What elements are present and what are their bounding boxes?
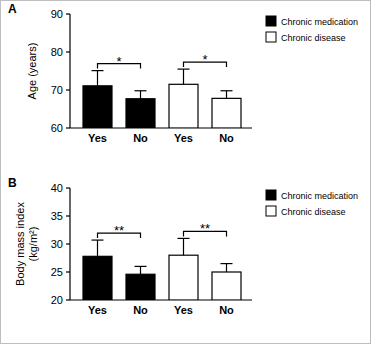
error-stem [226, 91, 227, 99]
legend-swatch [266, 16, 276, 26]
legend-swatch [266, 32, 276, 42]
bar [212, 272, 241, 300]
y-tick [66, 271, 70, 272]
error-bar [221, 264, 233, 272]
y-tick-label: 35 [51, 210, 63, 222]
y-axis-label-line: Body mass index [14, 202, 26, 286]
frame [1, 1, 371, 344]
legend-label: Chronic disease [281, 33, 346, 43]
error-cap [178, 68, 190, 69]
error-stem [183, 69, 184, 84]
legend-label: Chronic disease [281, 207, 346, 217]
y-axis-label: Body mass index(kg/m²) [14, 202, 39, 286]
y-tick-label: 70 [51, 84, 63, 96]
panel-title: A [8, 2, 17, 16]
error-bar [135, 91, 147, 99]
y-axis-label-line: (kg/m²) [27, 227, 39, 262]
y-tick-label: 90 [51, 8, 63, 20]
error-stem [183, 238, 184, 255]
error-stem [140, 266, 141, 274]
y-axis [69, 14, 70, 128]
x-tick-label: Yes [88, 304, 107, 316]
x-tick-label: No [219, 132, 234, 144]
figure: A60708090Age (years)YesNoYesNo**Chronic … [0, 0, 371, 344]
legend-swatch [266, 206, 276, 216]
error-bar [178, 238, 190, 255]
significance-label: ** [200, 221, 210, 236]
significance-label: ** [114, 223, 124, 238]
y-tick [66, 215, 70, 216]
y-tick-label: 20 [51, 294, 63, 306]
x-tick-label: Yes [174, 304, 193, 316]
x-tick-label: Yes [88, 132, 107, 144]
error-cap [92, 239, 104, 240]
y-tick-label: 80 [51, 46, 63, 58]
bar [212, 98, 241, 128]
x-tick-label: No [133, 304, 148, 316]
bar [83, 86, 112, 128]
error-cap [221, 90, 233, 91]
y-tick [66, 13, 70, 14]
error-cap [221, 263, 233, 264]
bar [126, 99, 155, 128]
error-stem [140, 91, 141, 99]
y-tick [66, 127, 70, 128]
plot-area [83, 69, 241, 128]
error-bar [178, 69, 190, 84]
bar [126, 274, 155, 300]
x-tick-label: No [219, 304, 234, 316]
error-bar [135, 266, 147, 274]
y-tick-label: 30 [51, 238, 63, 250]
legend-label: Chronic medication [281, 191, 358, 201]
error-cap [135, 90, 147, 91]
y-tick [66, 243, 70, 244]
error-stem [97, 71, 98, 86]
y-tick [66, 299, 70, 300]
error-stem [226, 264, 227, 272]
x-tick-label: No [133, 132, 148, 144]
y-tick [66, 51, 70, 52]
y-tick-label: 40 [51, 182, 63, 194]
error-cap [135, 266, 147, 267]
plot-area [83, 238, 241, 300]
error-stem [97, 240, 98, 256]
y-tick-label: 60 [51, 122, 63, 134]
y-axis-label: Age (years) [26, 43, 38, 100]
error-bar [92, 71, 104, 86]
bar [169, 84, 198, 128]
x-tick-label: Yes [174, 132, 193, 144]
error-bar [92, 240, 104, 256]
bar [83, 256, 112, 300]
significance-label: * [116, 54, 121, 69]
y-tick-label: 25 [51, 266, 63, 278]
bar [169, 255, 198, 300]
y-axis-label-line: Age (years) [26, 43, 38, 100]
legend-swatch [266, 190, 276, 200]
error-cap [92, 70, 104, 71]
legend-label: Chronic medication [281, 17, 358, 27]
significance-label: * [202, 52, 207, 67]
error-cap [178, 238, 190, 239]
y-tick [66, 187, 70, 188]
panel-title: B [8, 176, 17, 190]
y-tick [66, 89, 70, 90]
error-bar [221, 91, 233, 99]
